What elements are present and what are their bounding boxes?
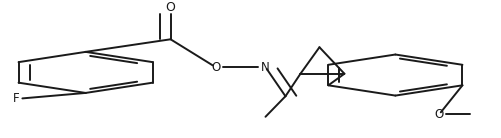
Text: O: O (435, 108, 444, 121)
Text: N: N (261, 61, 270, 74)
Text: O: O (166, 1, 175, 14)
Text: O: O (211, 61, 220, 74)
Text: F: F (14, 92, 20, 105)
